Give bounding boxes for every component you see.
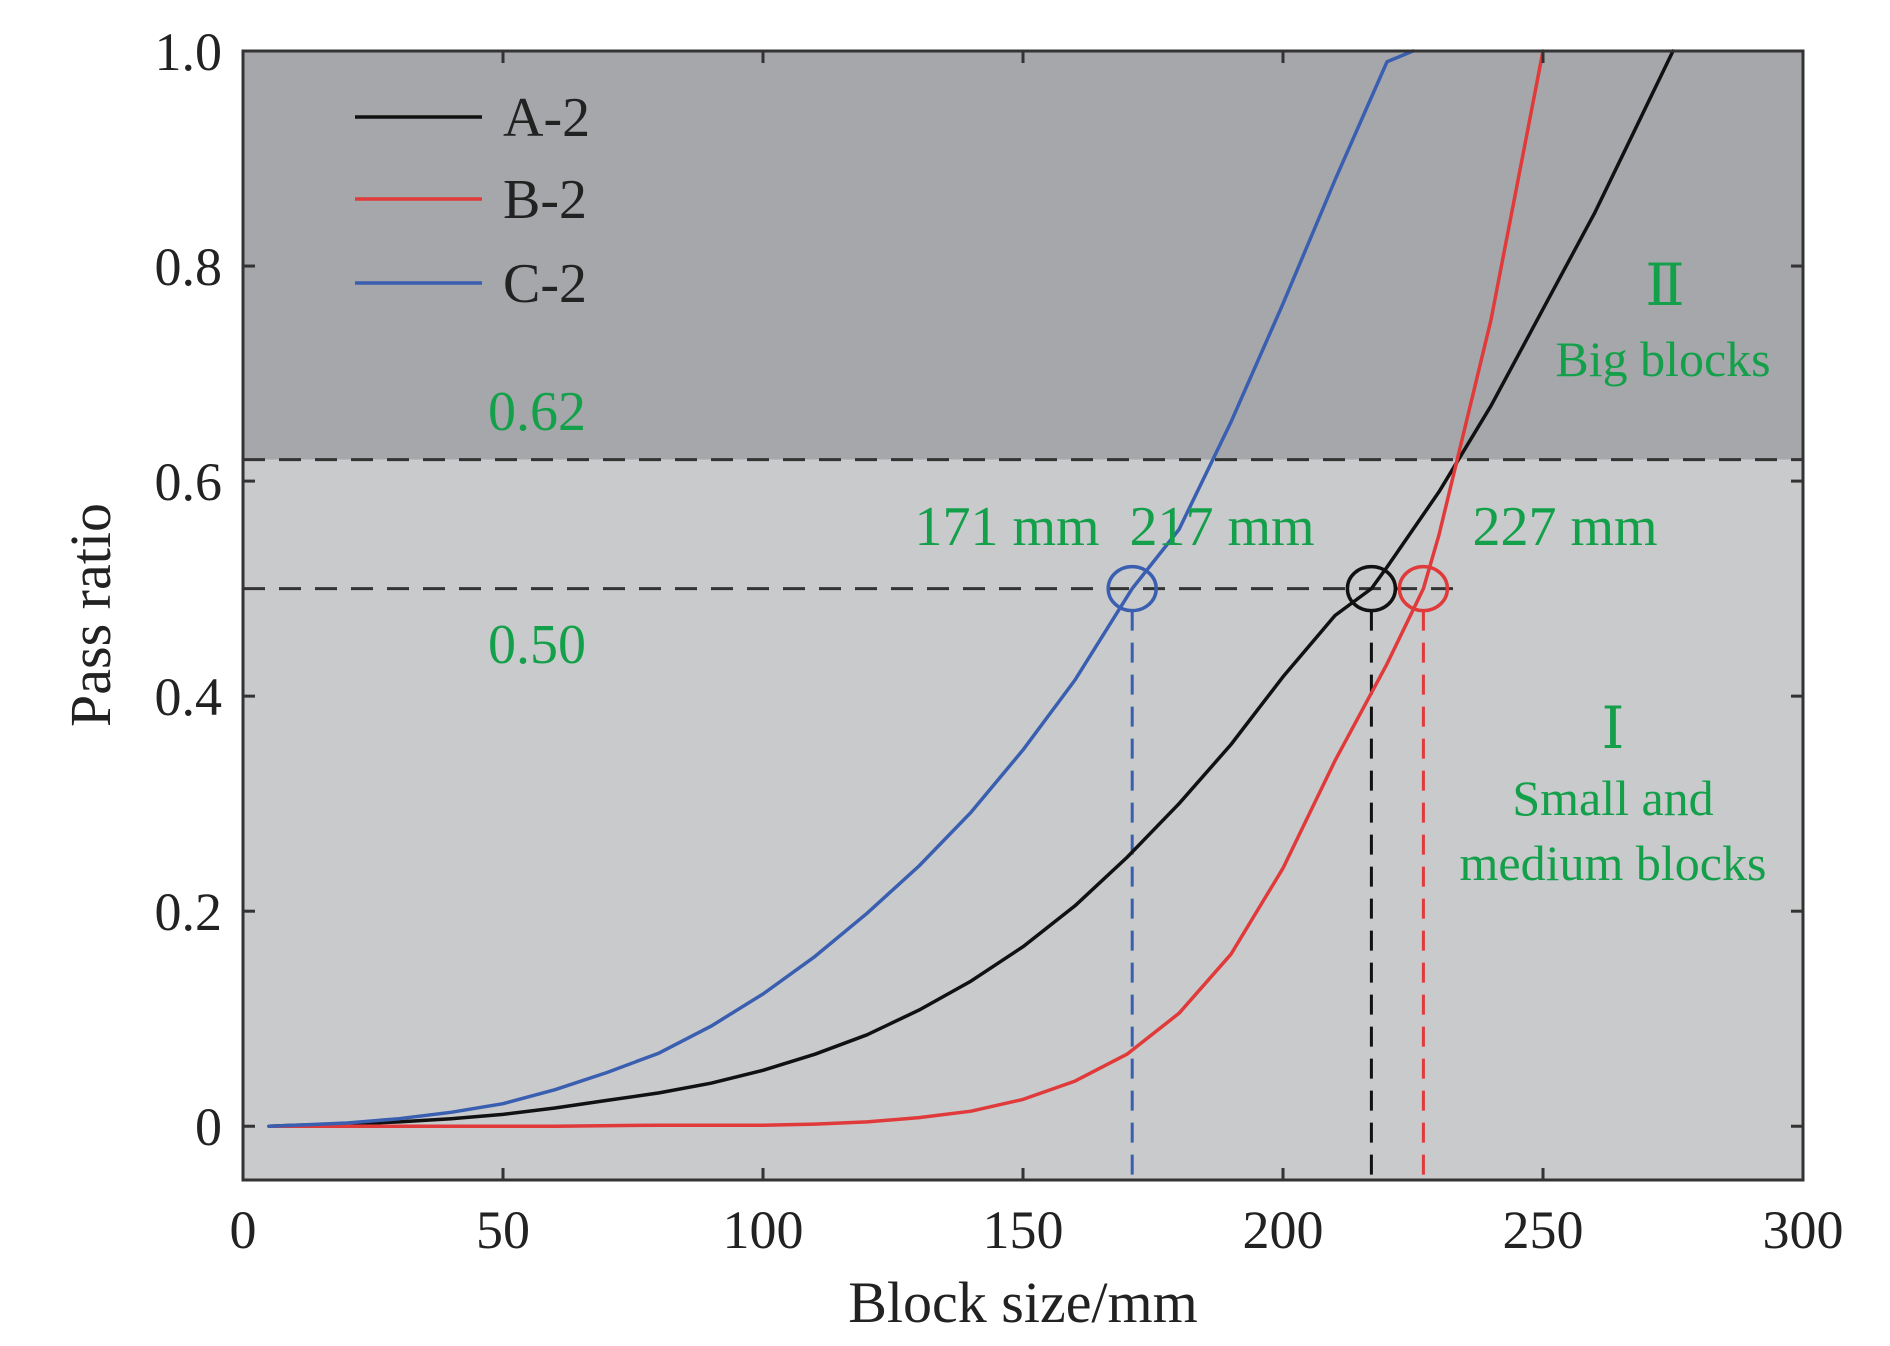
reference-line-label: 0.50: [488, 614, 586, 676]
region-0: [243, 459, 1803, 1181]
x-tick-label: 50: [476, 1200, 530, 1260]
y-axis-title: Pass ratio: [58, 503, 123, 727]
legend-label: B-2: [503, 169, 587, 231]
y-tick-label: 0.4: [155, 667, 223, 727]
marker-circle-0: [1106, 564, 1158, 613]
x-tick-label: 300: [1763, 1200, 1844, 1260]
y-tick-label: 0: [195, 1097, 222, 1157]
reference-line-label: 0.62: [488, 381, 586, 443]
x-tick-label: 100: [723, 1200, 804, 1260]
region-1: [243, 51, 1803, 460]
region-annotation: Ⅱ: [1645, 253, 1684, 318]
y-tick-label: 0.8: [155, 237, 223, 297]
region-annotation: Ⅰ: [1602, 696, 1625, 761]
marker-value-label: 217 mm: [1129, 496, 1314, 558]
background-regions: [243, 51, 1803, 1181]
series-line-A-2: [267, 49, 1675, 1128]
axis-ticks: [241, 49, 1805, 1180]
text-labels: 0 50 100 150 200 250 300 0 0.2 0.4 0.6 0.8 1.0 Block …: [58, 22, 1844, 1335]
marker-circles: [1106, 564, 1450, 613]
y-tick-label: 0.6: [155, 452, 223, 512]
series-curves: [267, 49, 1675, 1128]
legend: A-2 B-2 C-2: [355, 87, 590, 315]
marker-value-label: 227 mm: [1472, 496, 1657, 558]
reference-lines: [243, 458, 1803, 591]
legend-label: C-2: [503, 253, 587, 315]
x-tick-label: 0: [230, 1200, 257, 1260]
marker-circle-2: [1397, 564, 1450, 613]
y-tick-label: 1.0: [155, 22, 223, 82]
region-annotation: medium blocks: [1460, 835, 1767, 891]
x-tick-label: 200: [1243, 1200, 1324, 1260]
region-annotation: Big blocks: [1555, 331, 1770, 387]
series-line-C-2: [267, 49, 1415, 1128]
legend-label: A-2: [503, 87, 590, 149]
y-tick-label: 0.2: [155, 882, 223, 942]
x-axis-title: Block size/mm: [848, 1270, 1198, 1335]
series-line-B-2: [267, 49, 1545, 1128]
marker-circle-1: [1345, 564, 1398, 613]
marker-value-label: 171 mm: [914, 496, 1099, 558]
region-annotation: Small and: [1512, 770, 1713, 826]
x-tick-label: 150: [983, 1200, 1064, 1260]
x-tick-label: 250: [1503, 1200, 1584, 1260]
